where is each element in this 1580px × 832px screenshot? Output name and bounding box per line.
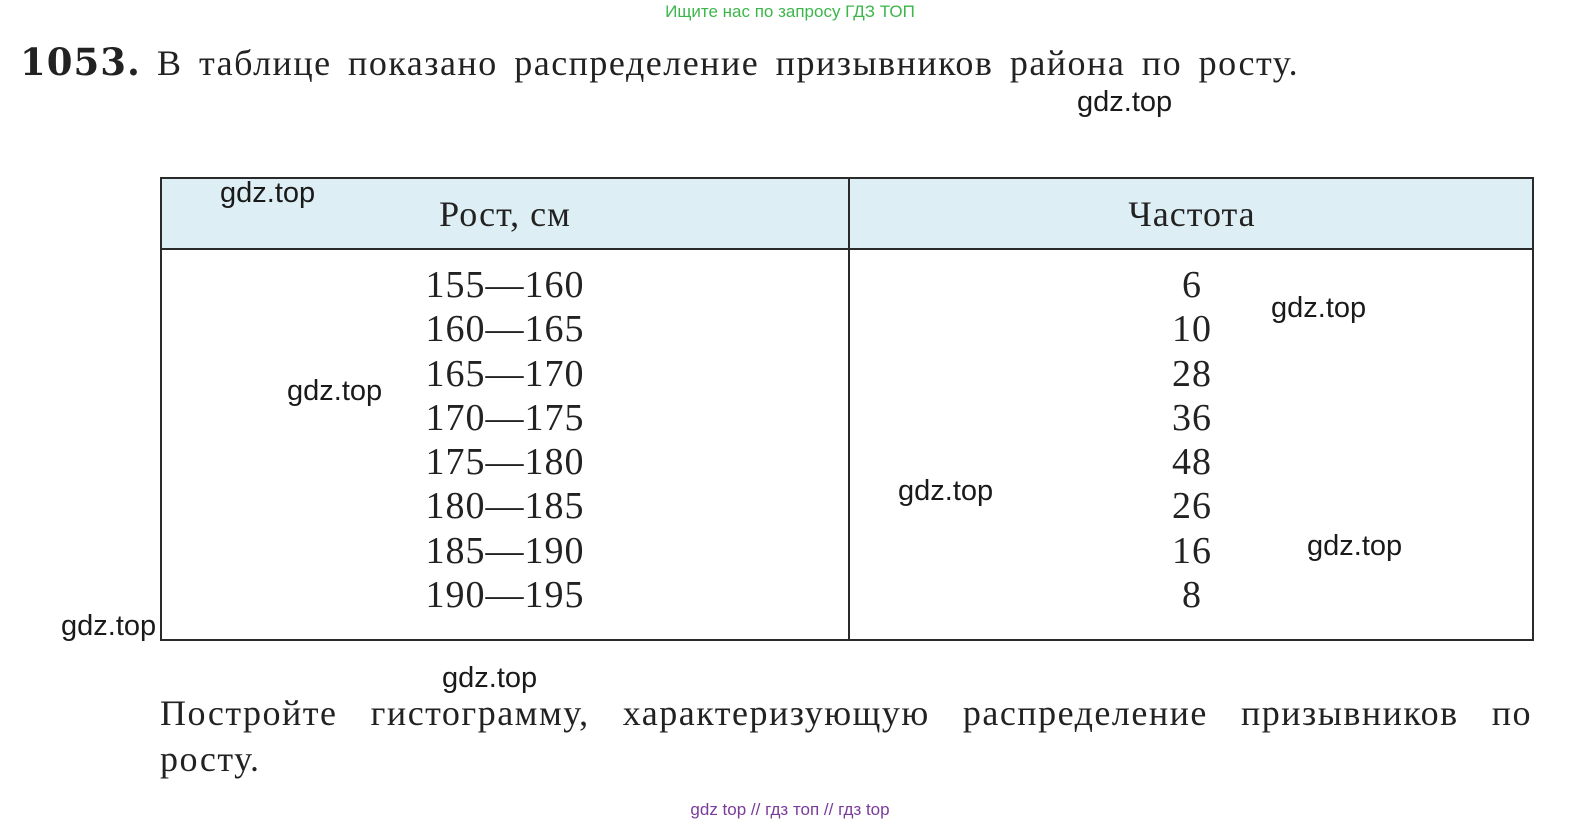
height-column: 155—160 160—165 165—170 170—175 175—180 …: [162, 263, 848, 617]
column-divider: [848, 179, 850, 639]
height-cell: 155—160: [425, 264, 585, 306]
frequency-cell: 36: [1172, 396, 1212, 439]
header-frequency: Частота: [1128, 194, 1256, 234]
height-cell: 170—175: [425, 396, 585, 439]
height-cell: 160—165: [425, 308, 585, 351]
height-cell: 190—195: [425, 574, 585, 617]
frequency-cell: 48: [1172, 441, 1212, 484]
frequency-cell: 10: [1172, 308, 1212, 351]
frequency-cell: 8: [1182, 574, 1202, 617]
task-statement: Постройте гистограмму, характеризующую р…: [160, 693, 1532, 779]
height-distribution-table: Рост, см Частота 155—160 160—165 165—170…: [160, 177, 1534, 641]
table-header-row: Рост, см Частота: [162, 179, 1532, 250]
watermark: gdz.top: [1271, 292, 1367, 324]
frequency-cell: 6: [1182, 264, 1202, 306]
header-height: Рост, см: [439, 194, 571, 234]
watermark: gdz.top: [898, 475, 994, 507]
problem-number: 1053.: [20, 40, 141, 84]
watermark: gdz.top: [287, 375, 383, 407]
bottom-banner: gdz top // гдз топ // гдз top: [690, 800, 890, 819]
frequency-cell: 16: [1172, 529, 1212, 572]
watermark: gdz.top: [220, 177, 316, 209]
height-cell: 185—190: [425, 529, 585, 572]
height-cell: 165—170: [425, 352, 585, 395]
frequency-column: 6 10 28 36 48 26 16 8: [850, 263, 1534, 617]
watermark: gdz.top: [61, 610, 157, 642]
watermark: gdz.top: [1077, 86, 1173, 118]
problem-statement: В таблице показано распределение призывн…: [157, 43, 1300, 83]
frequency-cell: 26: [1172, 485, 1212, 528]
height-cell: 175—180: [425, 441, 585, 484]
top-banner: Ищите нас по запросу ГДЗ ТОП: [665, 2, 915, 21]
frequency-cell: 28: [1172, 352, 1212, 395]
watermark: gdz.top: [1307, 530, 1403, 562]
height-cell: 180—185: [425, 485, 585, 528]
watermark: gdz.top: [442, 662, 538, 694]
